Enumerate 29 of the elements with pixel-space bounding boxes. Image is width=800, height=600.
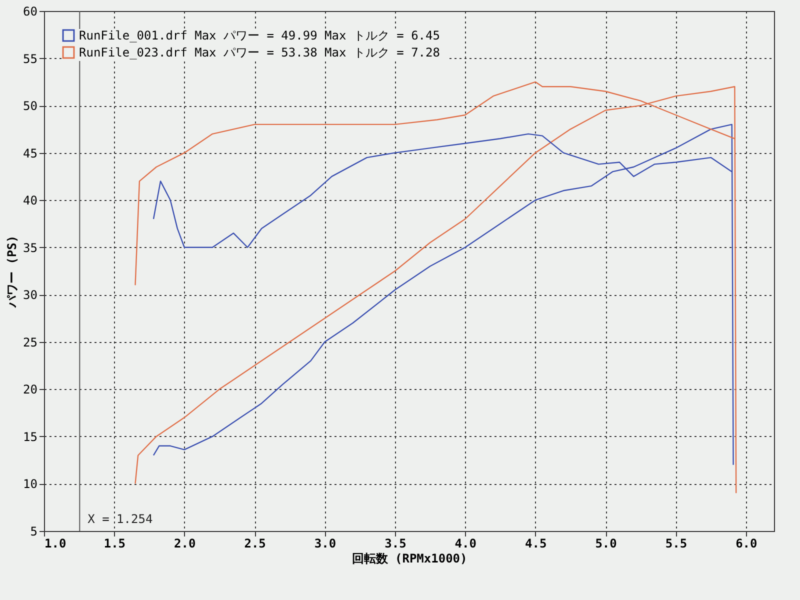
legend-label: RunFile_001.drf Max パワー = 49.99 Max トルク = 6.45	[79, 28, 440, 42]
x-tick-label: 1.0	[44, 536, 66, 550]
y-tick-label: 20	[23, 382, 38, 397]
x-tick-label: 5.0	[595, 536, 617, 550]
x-tick-label: 2.0	[174, 536, 196, 550]
y-axis-title: パワー (PS)	[5, 235, 20, 309]
y-tick-label: 45	[23, 146, 38, 160]
x-tick-label: 2.5	[244, 536, 266, 550]
y-tick-label: 5	[30, 524, 38, 538]
legend-label: RunFile_023.drf Max パワー = 53.38 Max トルク = 7.28	[79, 46, 440, 60]
x-tick-label: 1.5	[104, 536, 126, 550]
y-tick-label: 25	[23, 335, 38, 350]
x-tick-label: 4.5	[525, 536, 547, 550]
x-tick-label: 3.0	[314, 536, 336, 550]
x-tick-label: 6.0	[736, 536, 758, 550]
y-tick-label: 55	[23, 52, 38, 66]
x-tick-label: 3.5	[384, 536, 406, 550]
y-tick-label: 40	[23, 194, 38, 208]
y-tick-label: 60	[23, 4, 38, 18]
ref-line-label: X = 1.254	[88, 512, 153, 526]
y-tick-label: 30	[23, 288, 38, 302]
y-tick-label: 50	[23, 99, 38, 114]
x-tick-label: 5.5	[665, 536, 688, 550]
line-series	[152, 124, 734, 466]
y-tick-label: 35	[23, 240, 38, 255]
y-tick-label: 15	[23, 430, 38, 444]
y-tick-label: 10	[23, 477, 38, 492]
x-axis-title: 回転数 (RPMx1000)	[352, 552, 468, 566]
x-tick-label: 4.0	[454, 536, 476, 550]
